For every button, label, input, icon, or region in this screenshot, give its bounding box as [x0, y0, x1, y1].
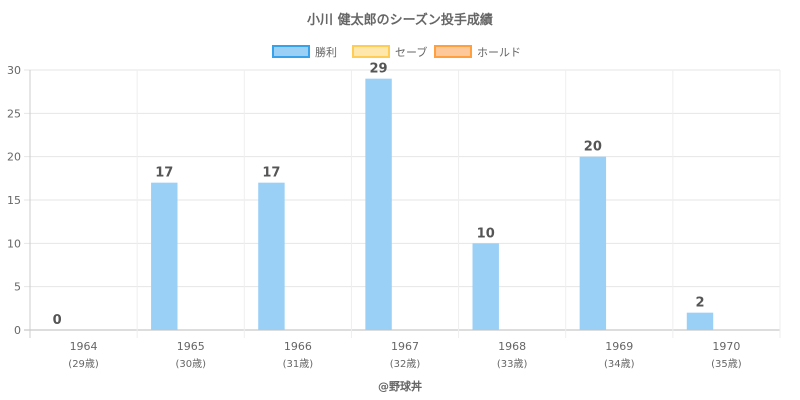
- y-tick-label-0: 0: [14, 324, 21, 337]
- x-tick-label-1966: 1966: [284, 340, 312, 353]
- data-label-1966: 17: [262, 166, 280, 181]
- legend-swatch-1[interactable]: [272, 45, 310, 58]
- bar-1969-series-1[interactable]: [579, 156, 607, 330]
- x-tick-label-1964: 1964: [70, 340, 98, 353]
- x-tick-sublabel-1969: (34歳): [604, 358, 635, 370]
- x-tick-sublabel-1965: (30歳): [175, 358, 206, 370]
- data-label-1969: 20: [584, 140, 602, 155]
- data-labels: 0 17 17 29 10 20 2: [53, 62, 705, 328]
- y-tick-label-10: 10: [7, 237, 21, 250]
- bar-1966-series-1[interactable]: [258, 182, 285, 330]
- chart-title: 小川 健太郎のシーズン投手成績: [307, 12, 493, 28]
- x-tick-sublabel-1967: (32歳): [390, 358, 421, 370]
- y-tick-label-30: 30: [7, 64, 21, 77]
- data-label-1967: 29: [370, 62, 388, 77]
- x-tick-sublabel-1968: (33歳): [497, 358, 528, 370]
- x-tick-label-1965: 1965: [177, 340, 205, 353]
- bars: [151, 78, 714, 331]
- x-tick-label-1967: 1967: [391, 340, 419, 353]
- data-label-1964: 0: [53, 313, 62, 328]
- y-tick-label-15: 15: [7, 194, 21, 207]
- y-tick-label-20: 20: [7, 151, 21, 164]
- y-axis: 0 5 10 15 20 25 30: [7, 64, 21, 337]
- bar-1970-series-1[interactable]: [686, 312, 714, 330]
- x-axis: 1964 (29歳) 1965 (30歳) 1966 (31歳) 1967 (32歳) 1968…: [68, 340, 741, 370]
- y-tick-label-25: 25: [7, 107, 21, 120]
- legend-label-2[interactable]: セーブ: [395, 45, 427, 59]
- credit-text: @野球丼: [378, 379, 422, 393]
- x-tick-sublabel-1964: (29歳): [68, 358, 99, 370]
- legend: 勝利 セーブ ホールド: [272, 45, 521, 59]
- y-tick-label-5: 5: [14, 281, 21, 294]
- data-label-1968: 10: [477, 226, 495, 241]
- x-tick-label-1970: 1970: [712, 340, 740, 353]
- x-tick-label-1969: 1969: [605, 340, 633, 353]
- legend-label-1[interactable]: 勝利: [315, 45, 337, 59]
- data-label-1965: 17: [155, 166, 173, 181]
- x-tick-label-1968: 1968: [498, 340, 526, 353]
- x-tick-sublabel-1966: (31歳): [283, 358, 314, 370]
- data-label-1970: 2: [695, 296, 704, 311]
- bar-1965-series-1[interactable]: [151, 182, 178, 330]
- x-tick-sublabel-1970: (35歳): [711, 358, 742, 370]
- legend-swatch-2[interactable]: [352, 45, 390, 58]
- bar-1968-series-1[interactable]: [472, 243, 499, 330]
- grid: [24, 69, 781, 338]
- legend-swatch-3[interactable]: [434, 45, 472, 58]
- bar-1967-series-1[interactable]: [365, 78, 392, 331]
- legend-label-3[interactable]: ホールド: [477, 46, 521, 59]
